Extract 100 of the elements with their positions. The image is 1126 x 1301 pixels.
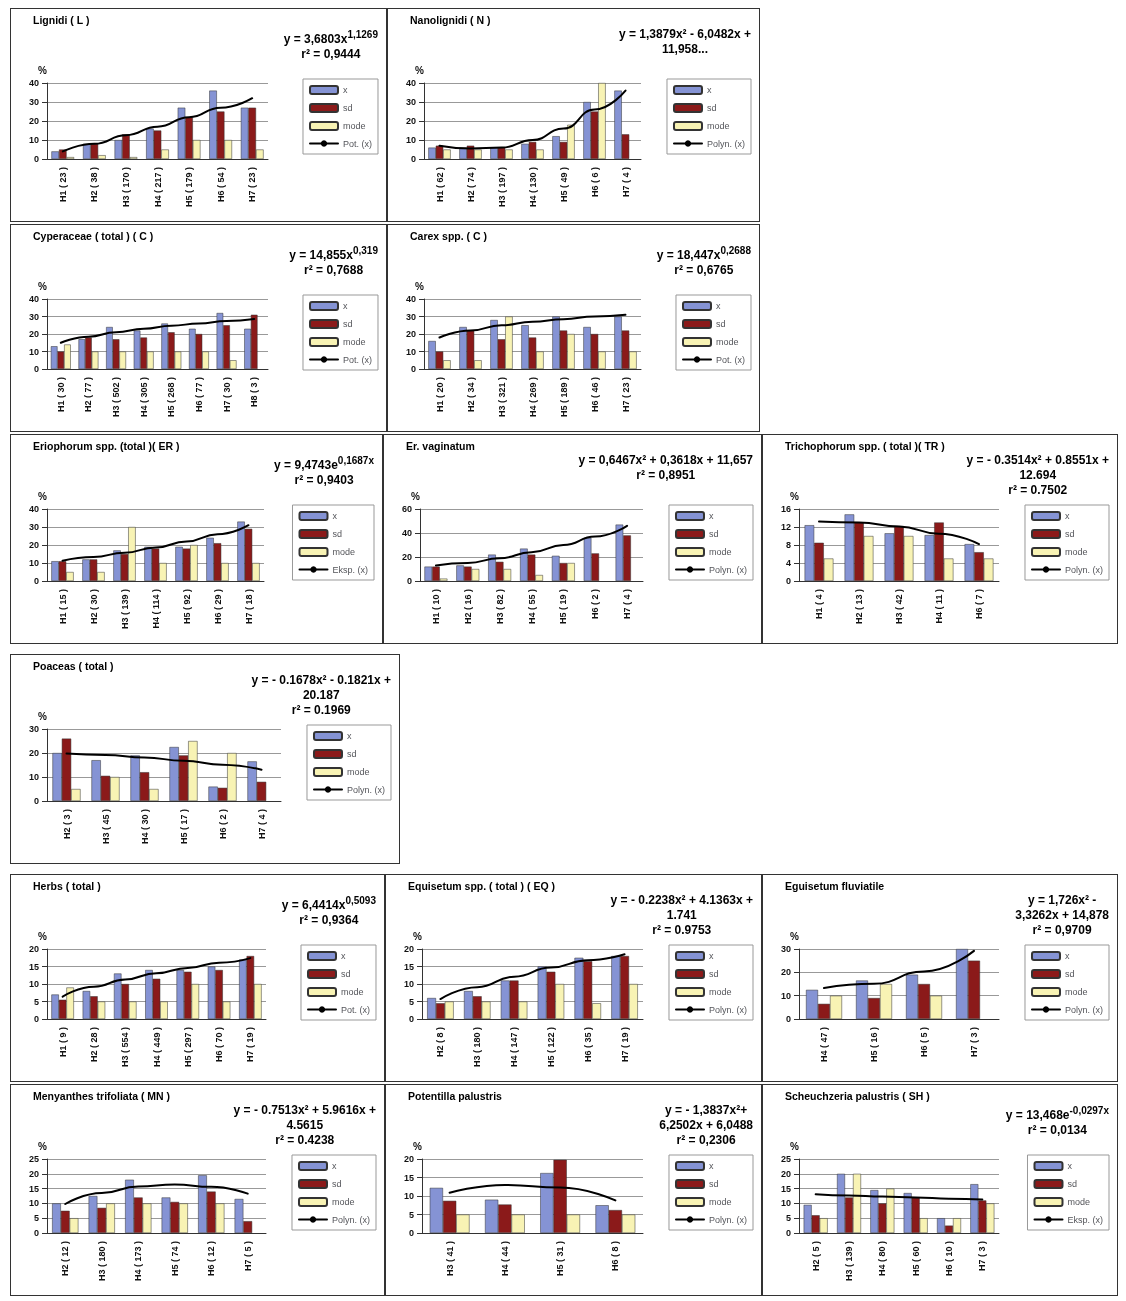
x-tick-label: H2 ( 38 ) xyxy=(89,167,100,203)
x-tick-label: H7 ( 23 ) xyxy=(247,167,258,203)
y-tick-label: 10 xyxy=(28,135,39,145)
line-series xyxy=(65,752,263,771)
y-tick-label: 0 xyxy=(410,154,416,164)
y-tick-label: 15 xyxy=(780,1183,791,1194)
x-tick-label: H6 ( 8 ) xyxy=(610,1241,621,1272)
y-tick-label: 0 xyxy=(785,576,791,586)
x-tick-label: H3 ( 197 ) xyxy=(496,167,507,208)
legend-label: mode xyxy=(1067,1197,1091,1207)
y-tick-label: 20 xyxy=(403,944,414,954)
x-tick-label: H6 ( 77 ) xyxy=(193,377,204,413)
legend-label: sd xyxy=(708,1179,719,1189)
text: r² = 0,9403 xyxy=(293,473,355,488)
text: 4.5615 xyxy=(285,1118,325,1133)
text: r² = 0,0134 xyxy=(1026,1123,1088,1138)
chart-title: Herbs ( total ) xyxy=(33,880,101,892)
legend-label: mode xyxy=(1064,987,1088,997)
legend-label: x xyxy=(341,951,346,961)
y-axis-title: % xyxy=(38,280,48,292)
x-tick-label: H3 ( 554 ) xyxy=(120,1027,131,1068)
y-tick-label: 40 xyxy=(28,294,39,304)
y-tick-label: 16 xyxy=(780,504,791,514)
chart-title: Eguisetum fluviatile xyxy=(785,880,885,892)
x-tick-label: H5 ( 122 ) xyxy=(545,1027,556,1068)
y-tick-label: 10 xyxy=(403,979,414,989)
legend-label: mode xyxy=(708,547,732,557)
y-tick-label: 0 xyxy=(33,1014,39,1024)
legend-label: x xyxy=(1064,951,1070,961)
legend-label: mode xyxy=(1064,547,1088,557)
legend-label: x xyxy=(708,511,714,521)
x-tick-label: H2 ( 77 ) xyxy=(83,377,94,413)
x-tick-label: H3 ( 82 ) xyxy=(494,589,505,625)
text: r² = 0,7688 xyxy=(303,263,365,278)
chart-title: Nanolignidi ( N ) xyxy=(410,14,491,26)
text: 20.187 xyxy=(301,688,341,703)
y-axis-title: % xyxy=(790,930,800,942)
y-tick-label: 20 xyxy=(405,116,416,126)
text: y = 18,447x$^{0,2688}$ xyxy=(656,244,751,263)
y-tick-label: 15 xyxy=(28,1183,39,1194)
text: r² = 0,9364 xyxy=(298,913,360,928)
y-tick-label: 40 xyxy=(405,294,416,304)
x-tick-label: H2 ( 30 ) xyxy=(88,589,99,625)
y-tick-label: 10 xyxy=(403,1191,414,1201)
chart-title: Scheuchzeria palustris ( SH ) xyxy=(785,1090,930,1102)
y-tick-label: 30 xyxy=(28,311,39,322)
text: y = - 0.3514x² + 0.8551x + xyxy=(966,453,1109,468)
y-tick-label: 30 xyxy=(28,97,39,107)
x-tick-label: H6 ( 12 ) xyxy=(206,1241,217,1277)
y-tick-label: 15 xyxy=(403,961,414,972)
x-tick-label: H5 ( 19 ) xyxy=(558,589,569,625)
x-tick-label: H6 ( 70 ) xyxy=(214,1027,225,1063)
legend-label: x xyxy=(332,511,338,521)
x-tick-label: H3 ( 42 ) xyxy=(894,589,904,625)
y-tick-label: 0 xyxy=(408,1228,414,1238)
x-tick-label: H2 ( 13 ) xyxy=(854,589,864,625)
chart-title: Trichophorum spp. ( total )( TR ) xyxy=(785,440,945,452)
text: y = 1,3879x² - 6,0482x + xyxy=(618,27,751,42)
y-tick-label: 10 xyxy=(28,772,39,782)
y-tick-label: 0 xyxy=(33,796,39,806)
x-tick-label: H2 ( 74 ) xyxy=(465,167,476,203)
text: 11,958... xyxy=(660,42,709,57)
y-tick-label: 25 xyxy=(780,1154,791,1164)
y-tick-label: 20 xyxy=(28,116,39,126)
x-tick-label: H3 ( 321 ) xyxy=(496,377,507,418)
y-tick-label: 0 xyxy=(406,576,412,586)
x-tick-label: H1 ( 9 ) xyxy=(57,1027,68,1058)
y-axis-title: % xyxy=(38,710,48,722)
legend-label: mode xyxy=(706,121,730,131)
y-axis-title: % xyxy=(38,490,48,502)
text: y = 3,6803x$^{1,1269}$ xyxy=(283,28,378,47)
x-tick-label: H7 ( 19 ) xyxy=(619,1027,630,1063)
y-tick-label: 15 xyxy=(403,1172,414,1183)
y-axis-title: % xyxy=(790,490,800,502)
line-series xyxy=(61,957,252,998)
y-axis-title: % xyxy=(415,64,425,76)
y-tick-label: 8 xyxy=(785,540,791,550)
x-tick-label: H4 ( 47 ) xyxy=(819,1027,829,1063)
legend-label: mode xyxy=(708,987,732,997)
legend-label: mode xyxy=(331,1197,355,1207)
legend-label: x xyxy=(331,1161,337,1171)
x-tick-label: H7 ( 4 ) xyxy=(620,167,631,198)
y-axis-title: % xyxy=(38,930,48,942)
x-tick-label: H1 ( 15 ) xyxy=(57,589,68,625)
y-tick-label: 30 xyxy=(405,97,416,107)
text: y = 0,6467x² + 0,3618x + 11,657 xyxy=(578,453,753,468)
y-tick-label: 10 xyxy=(28,558,39,568)
legend-label: Polyn. (x) xyxy=(708,564,748,575)
legend-label: mode xyxy=(346,767,370,777)
legend-label: Pot. (x) xyxy=(343,354,373,365)
x-tick-label: H6 ( 46 ) xyxy=(589,377,600,413)
y-tick-label: 12 xyxy=(780,522,791,532)
legend-label: mode xyxy=(341,987,364,997)
y-tick-label: 20 xyxy=(401,552,412,562)
x-tick-label: H7 ( 23 ) xyxy=(620,377,631,413)
x-tick-label: H7 ( 3 ) xyxy=(977,1241,988,1272)
line-series xyxy=(434,524,629,567)
legend-label: Eksp. (x) xyxy=(1067,1214,1104,1225)
y-tick-label: 0 xyxy=(33,154,39,164)
legend-label: Polyn. (x) xyxy=(1064,564,1104,575)
